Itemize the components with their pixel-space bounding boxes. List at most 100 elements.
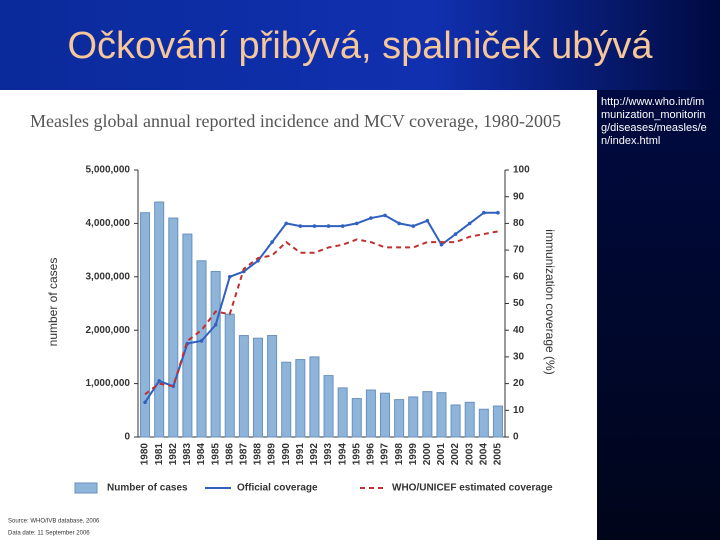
point	[298, 224, 303, 228]
point	[227, 275, 232, 279]
bar	[323, 375, 334, 438]
bar	[365, 389, 376, 438]
x-tick-label: 1995	[351, 443, 362, 466]
y2-tick-label: 60	[513, 271, 525, 282]
bar	[450, 404, 461, 438]
bar	[210, 270, 221, 438]
y-tick-label: 2,000,000	[86, 325, 131, 336]
bar	[394, 399, 405, 438]
y2-axis-label: immunization coverage (%)	[543, 229, 557, 374]
x-tick-label: 2001	[436, 443, 447, 466]
bar	[168, 217, 179, 438]
bar	[252, 337, 263, 438]
bar	[422, 391, 433, 438]
bar	[154, 201, 165, 438]
x-tick-label: 1987	[239, 443, 250, 466]
point	[199, 339, 204, 343]
point	[383, 213, 387, 218]
point	[439, 242, 444, 247]
bar	[436, 392, 447, 438]
point	[467, 221, 472, 226]
bar	[492, 405, 503, 438]
bar	[140, 212, 151, 438]
bar	[196, 260, 207, 438]
bar	[309, 356, 320, 438]
point	[496, 210, 500, 215]
point	[425, 218, 430, 223]
side-panel	[597, 90, 720, 540]
x-tick-label: 1997	[380, 443, 391, 466]
x-tick-label: 1985	[210, 443, 221, 466]
y2-tick-label: 100	[513, 165, 530, 176]
x-tick-label: 1984	[196, 443, 207, 466]
x-tick-label: 1991	[295, 443, 306, 466]
point	[411, 224, 416, 228]
chart: Measles global annual reported incidence…	[0, 90, 597, 540]
x-tick-label: 1996	[366, 443, 377, 466]
y2-tick-label: 50	[513, 298, 525, 309]
x-tick-label: 1992	[309, 443, 320, 466]
y2-tick-label: 90	[513, 191, 525, 202]
y2-tick-label: 10	[513, 405, 525, 416]
y2-tick-label: 40	[513, 325, 525, 336]
point	[284, 221, 289, 226]
date: Data date: 11 September 2006	[8, 531, 90, 537]
x-tick-label: 1990	[281, 443, 292, 466]
x-tick-label: 1982	[168, 443, 179, 466]
x-tick-label: 2000	[422, 443, 433, 466]
x-tick-label: 1983	[182, 443, 193, 466]
slide-title: Očkování přibývá, spalniček ubývá	[0, 0, 720, 90]
x-tick-label: 1993	[323, 443, 334, 466]
point	[397, 221, 401, 226]
x-tick-label: 2003	[464, 443, 475, 466]
chart-title: Measles global annual reported incidence…	[30, 111, 561, 131]
bar	[224, 313, 235, 438]
x-tick-label: 1989	[267, 443, 278, 466]
point	[453, 232, 458, 236]
x-tick-label: 2002	[450, 443, 461, 466]
point	[482, 210, 486, 215]
bar	[380, 392, 391, 438]
bar	[267, 335, 278, 438]
point	[340, 224, 345, 228]
x-tick-label: 1981	[154, 443, 165, 466]
point	[157, 379, 161, 383]
y-tick-label: 0	[124, 432, 130, 443]
legend-label: Official coverage	[237, 483, 318, 494]
y-tick-label: 1,000,000	[86, 378, 131, 389]
legend-label: Number of cases	[107, 483, 188, 494]
point	[143, 400, 147, 405]
bar	[182, 233, 193, 438]
source: Source: WHO/IVB database, 2006	[8, 519, 100, 525]
point	[354, 221, 359, 226]
bar	[238, 335, 249, 438]
y2-tick-label: 80	[513, 218, 525, 229]
legend-swatch	[74, 482, 98, 494]
point	[270, 240, 274, 244]
point	[213, 323, 218, 327]
x-tick-label: 1994	[337, 443, 348, 466]
y2-tick-label: 20	[513, 378, 525, 389]
chart-bg	[0, 90, 597, 540]
x-tick-label: 2004	[478, 443, 489, 466]
line	[144, 230, 499, 396]
bar	[408, 396, 419, 438]
y2-tick-label: 70	[513, 245, 525, 256]
y-axis-label: number of cases	[46, 258, 60, 347]
y-tick-label: 3,000,000	[86, 271, 131, 282]
point	[326, 224, 331, 228]
point	[312, 224, 317, 228]
bar	[281, 361, 292, 438]
x-tick-label: 1988	[253, 443, 264, 466]
y2-tick-label: 0	[513, 432, 519, 443]
x-tick-label: 1999	[408, 443, 419, 466]
point	[369, 216, 373, 220]
bar	[337, 387, 348, 438]
line	[144, 211, 498, 403]
x-tick-label: 1980	[140, 443, 151, 466]
x-tick-label: 1986	[224, 443, 235, 466]
bar	[464, 401, 475, 438]
source-link: http://www.who.int/immunization_monitori…	[601, 96, 707, 147]
y-tick-label: 4,000,000	[86, 218, 131, 229]
